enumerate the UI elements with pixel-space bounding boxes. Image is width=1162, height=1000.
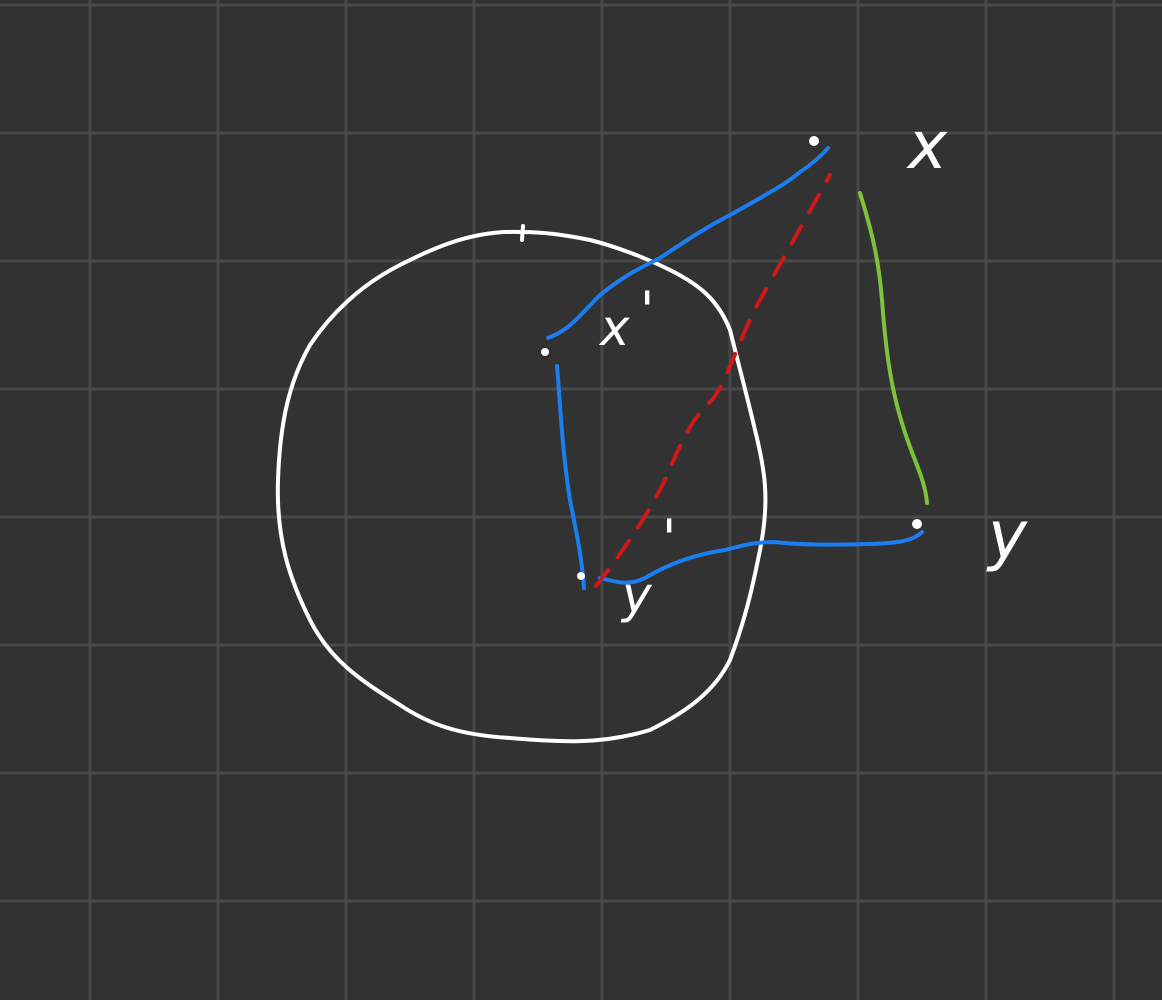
label-y: y	[986, 497, 1028, 574]
label-y-prime-mark: '	[662, 509, 676, 569]
label-y-prime: y	[620, 566, 653, 624]
point-x-prime	[541, 348, 549, 356]
label-x-prime: x	[598, 299, 630, 357]
point-y-prime	[577, 572, 585, 580]
label-x-prime-mark: '	[640, 281, 654, 341]
blue-path-y-prime-to-y	[598, 530, 924, 585]
red-dashed-path-y-prime-to-x	[594, 173, 832, 588]
point-x	[809, 136, 819, 146]
circle-tick-mark	[520, 224, 525, 242]
label-x: x	[906, 107, 948, 184]
blue-path-x-prime-to-x	[546, 146, 830, 340]
circle-boundary	[275, 229, 768, 744]
point-y	[912, 519, 922, 529]
blue-path-x-prime-to-y-prime	[555, 364, 586, 590]
green-path-x-to-y	[858, 191, 929, 505]
